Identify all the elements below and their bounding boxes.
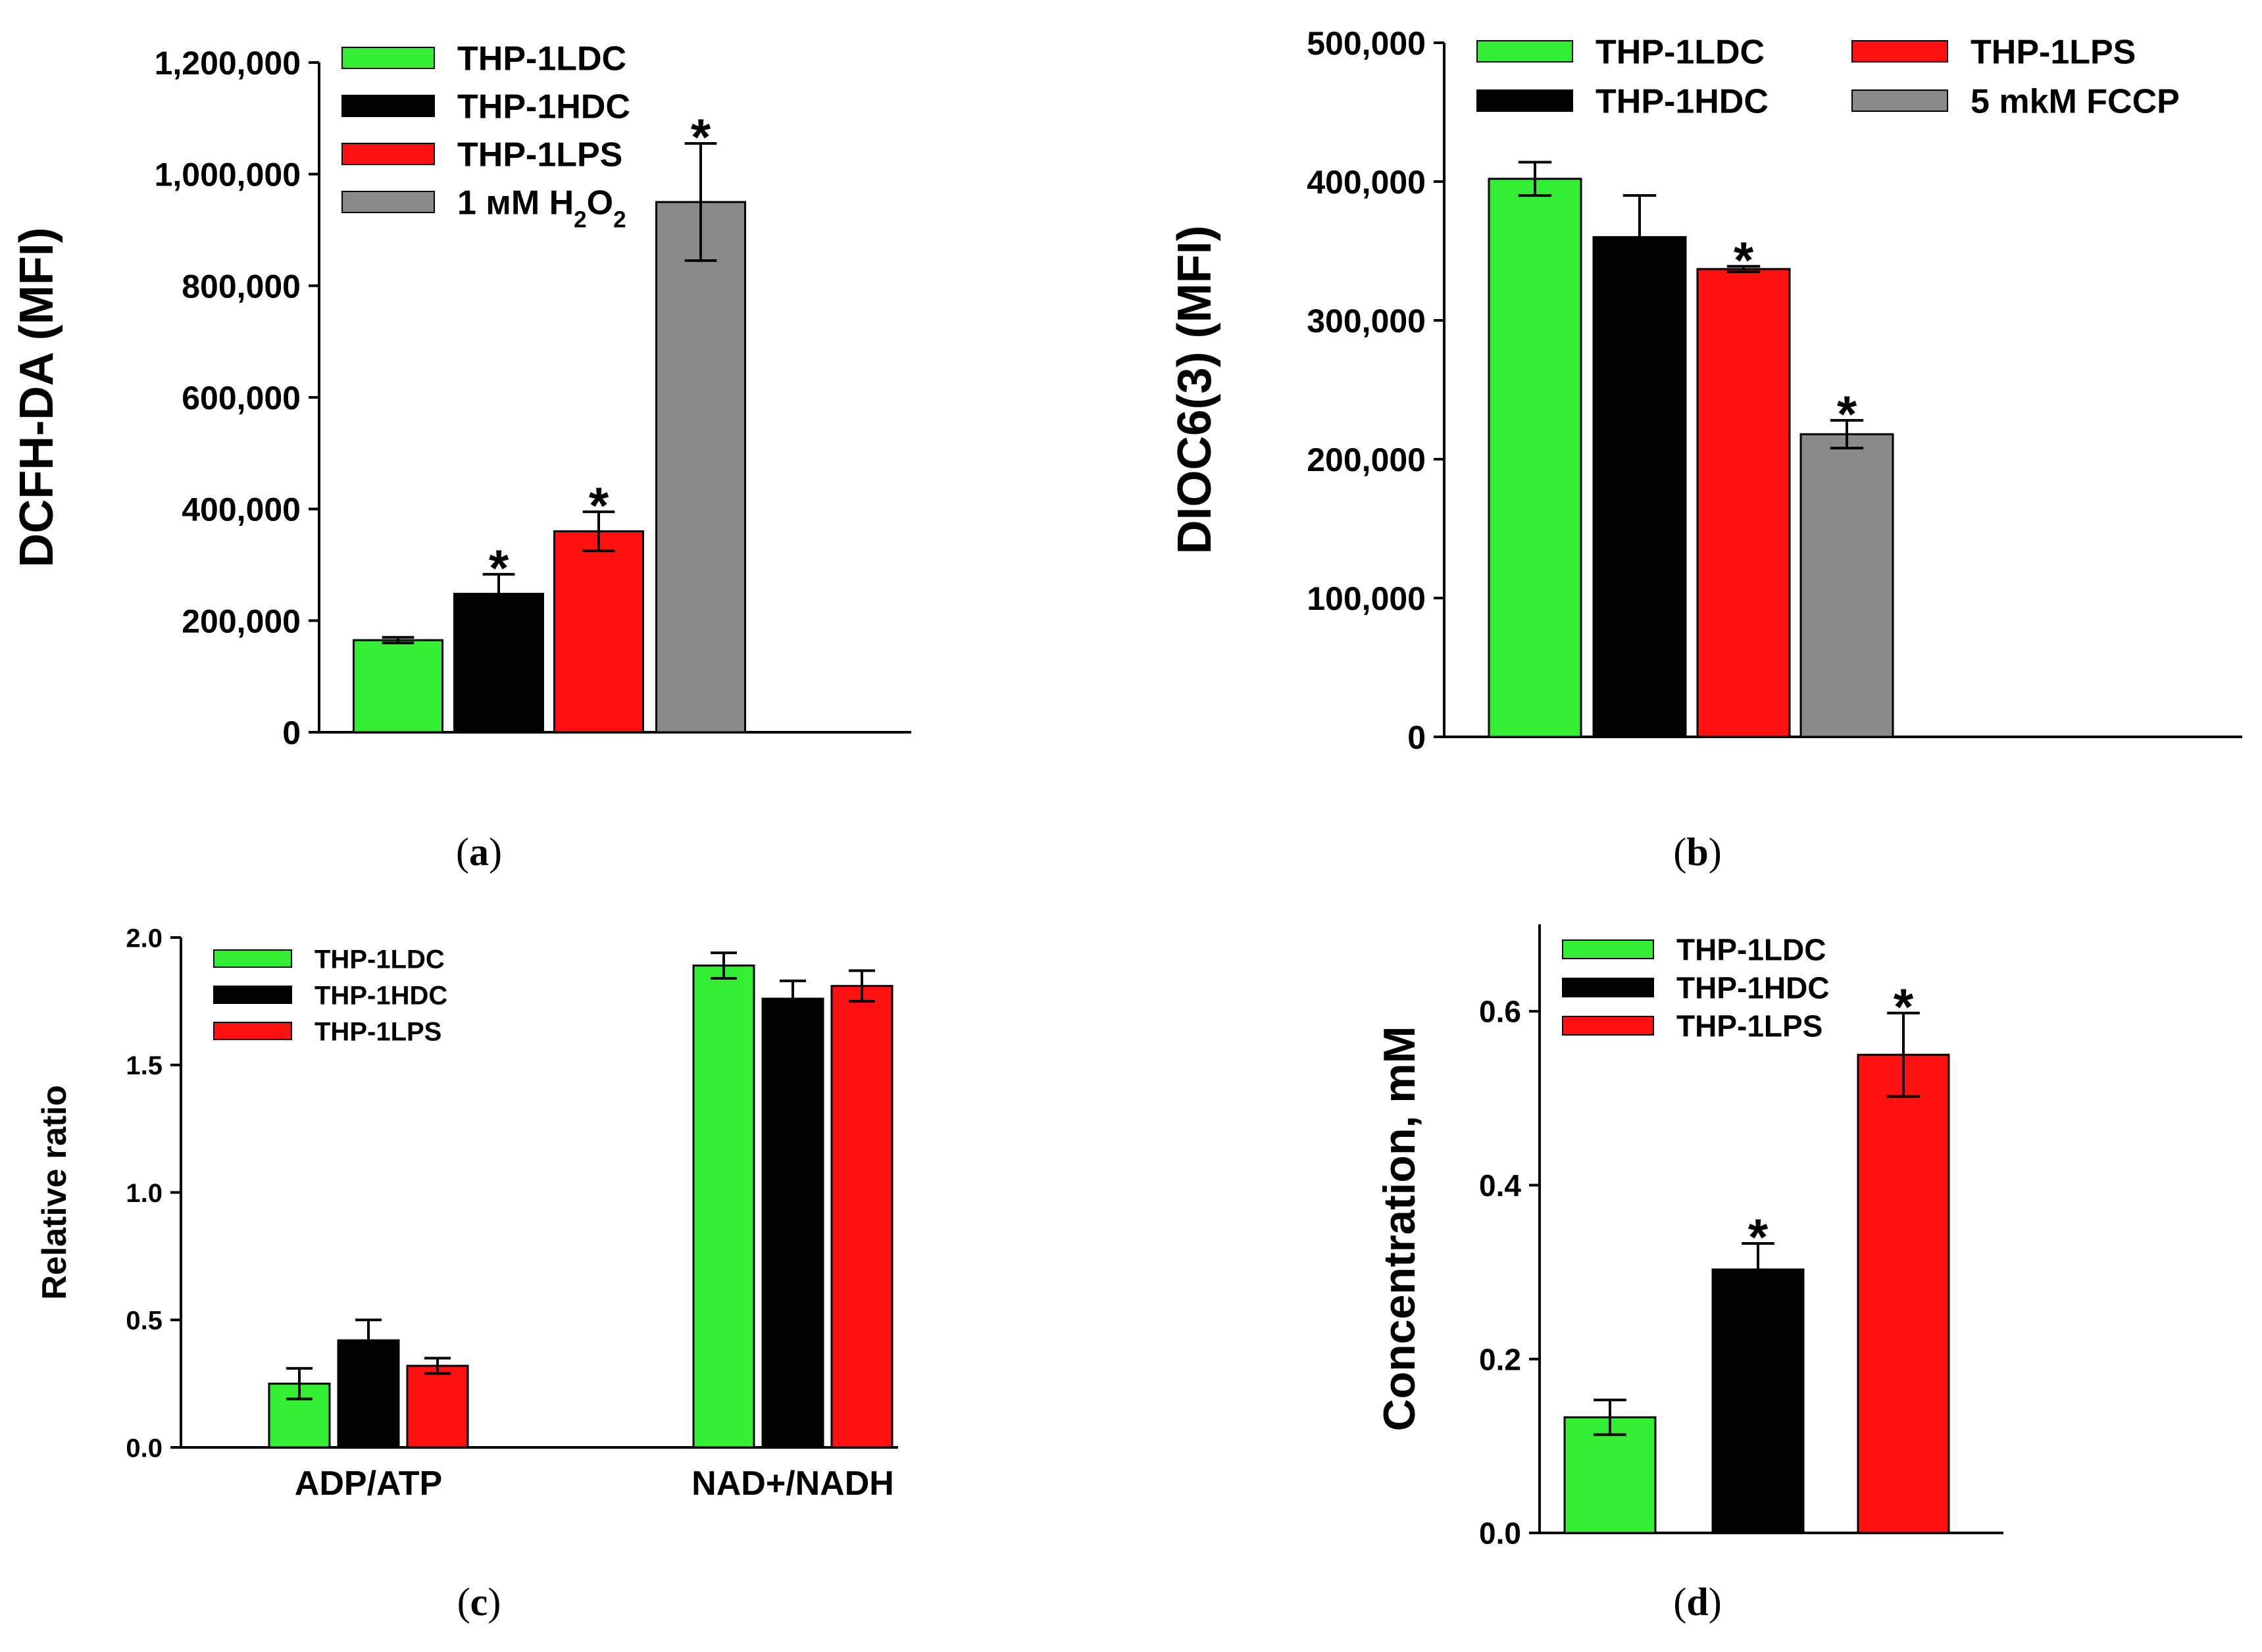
y-tick-label: 400,000 — [1307, 164, 1426, 201]
legend: THP-1LDC THP-1HDC THP-1LPS — [1562, 933, 1830, 1043]
legend-label: THP-1LPS — [1676, 1009, 1822, 1043]
bar — [1799, 433, 1894, 738]
legend-label: THP-1HDC — [1676, 971, 1830, 1005]
y-tick-label: 0.5 — [126, 1307, 163, 1336]
panel-label: (a) — [456, 830, 502, 874]
y-tick-label: 400,000 — [182, 491, 301, 528]
significance-star: * — [1748, 1208, 1769, 1266]
bar — [655, 201, 746, 734]
legend: THP-1LDC THP-1HDC THP-1LPS 5 mkM FCCP — [1476, 34, 2180, 121]
y-tick-label: 0.2 — [1479, 1342, 1521, 1376]
bar — [553, 530, 644, 734]
panel-label: (d) — [1673, 1580, 1721, 1624]
y-tick-label: 1.5 — [126, 1051, 163, 1080]
legend-swatch — [341, 47, 435, 69]
y-axis-label: DCFH-DA (MFI) — [11, 227, 63, 567]
legend-label: THP-1LDC — [1596, 34, 1765, 72]
bar — [406, 1364, 469, 1449]
y-tick-label: 300,000 — [1307, 303, 1426, 339]
legend-swatch — [1476, 40, 1573, 63]
legend-label: THP-1HDC — [314, 981, 447, 1010]
significance-star: * — [1837, 385, 1857, 443]
legend-label: THP-1HDC — [1596, 83, 1769, 121]
legend-swatch — [213, 986, 292, 1004]
chart-panel-b: 0 100,000 200,000 300,000 400,000 500,000 DIOC… — [1169, 25, 2242, 874]
bar — [453, 593, 544, 734]
panel-label: (b) — [1673, 830, 1721, 874]
panel-label: (c) — [457, 1580, 501, 1624]
y-tick-label: 200,000 — [182, 603, 301, 639]
legend-swatch — [1851, 40, 1948, 63]
y-tick-label: 1.0 — [126, 1179, 163, 1208]
legend-swatch — [213, 949, 292, 968]
bar — [353, 639, 443, 734]
y-axis-label: Concentration, mM — [1374, 1026, 1424, 1432]
bar — [761, 997, 824, 1449]
chart-panel-c: 0.0 0.5 1.0 1.5 2.0 Relative ratio ADP/ATP NAD+… — [36, 924, 898, 1624]
y-tick-label: 0 — [1407, 719, 1426, 756]
bar — [692, 964, 755, 1449]
x-category-label: ADP/ATP — [295, 1464, 442, 1503]
y-tick-label: 1,000,000 — [155, 157, 301, 193]
y-tick-label: 2.0 — [126, 924, 163, 953]
bar — [1696, 268, 1791, 738]
y-tick-label: 600,000 — [182, 380, 301, 416]
legend-swatch — [341, 143, 435, 165]
y-tick-label: 0 — [282, 714, 301, 751]
y-tick-label: 200,000 — [1307, 441, 1426, 478]
y-tick-label: 0.0 — [126, 1434, 163, 1463]
significance-star: * — [589, 476, 609, 534]
legend-label: THP-1LPS — [314, 1017, 441, 1046]
legend: THP-1LDC THP-1HDC THP-1LPS 1 мM H2O2 — [341, 40, 630, 233]
significance-star: * — [1734, 231, 1754, 289]
legend-swatch — [213, 1022, 292, 1040]
significance-star: * — [691, 108, 711, 166]
y-tick-label: 0.4 — [1479, 1168, 1521, 1203]
y-tick-label: 1,200,000 — [155, 45, 301, 82]
legend-swatch — [1562, 978, 1654, 997]
significance-star: * — [1894, 978, 1914, 1036]
bar — [1857, 1053, 1950, 1534]
legend-label: 1 мM H2O2 — [457, 184, 626, 233]
legend-swatch — [1476, 89, 1573, 112]
significance-star: * — [489, 539, 509, 597]
legend-label: THP-1LDC — [457, 40, 626, 78]
legend-label: THP-1LPS — [1971, 34, 2136, 72]
y-axis-label: Relative ratio — [36, 1085, 74, 1300]
legend-swatch — [341, 191, 435, 213]
y-axis-label: DIOC6(3) (MFI) — [1169, 226, 1221, 555]
bar — [1488, 178, 1582, 738]
legend-swatch — [1851, 89, 1948, 112]
y-tick-label: 0.6 — [1479, 995, 1521, 1029]
legend-label: THP-1LDC — [1676, 933, 1826, 967]
y-tick-label: 0.0 — [1479, 1516, 1521, 1551]
legend-label: THP-1LDC — [314, 945, 445, 974]
legend-label: 5 mkM FCCP — [1971, 83, 2180, 121]
x-category-label: NAD+/NADH — [691, 1464, 894, 1503]
bar — [830, 985, 893, 1449]
legend-label: THP-1LPS — [457, 136, 622, 174]
legend-swatch — [341, 95, 435, 117]
legend-label: THP-1HDC — [457, 88, 630, 126]
bar — [1711, 1268, 1805, 1534]
legend: THP-1LDC THP-1HDC THP-1LPS — [213, 945, 447, 1046]
y-tick-label: 500,000 — [1307, 25, 1426, 62]
y-tick-label: 100,000 — [1307, 580, 1426, 617]
legend-swatch — [1562, 1016, 1654, 1036]
y-tick-label: 800,000 — [182, 268, 301, 305]
chart-panel-a: 0 200,000 400,000 600,000 800,000 1,000,000 1,… — [11, 40, 911, 874]
legend-swatch — [1562, 939, 1654, 959]
bar — [1592, 236, 1687, 738]
